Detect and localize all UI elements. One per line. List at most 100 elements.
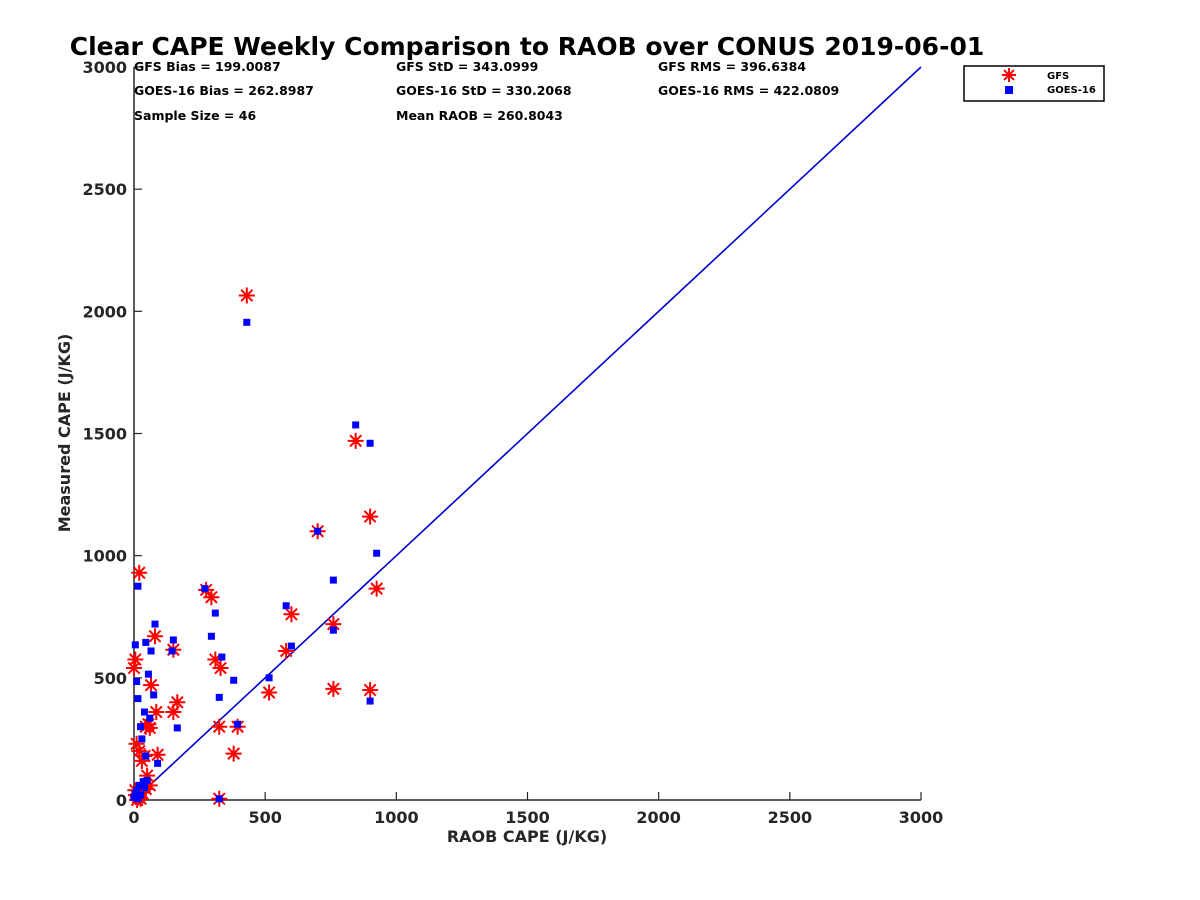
one-to-one-reference-line xyxy=(133,66,922,801)
gfs-point xyxy=(362,682,379,699)
legend: GFS GOES-16 xyxy=(963,65,1105,102)
goes16-point xyxy=(134,582,142,590)
gfs-point xyxy=(283,606,300,623)
gfs-point xyxy=(225,745,242,762)
goes16-point xyxy=(133,677,141,685)
gfs-point xyxy=(278,642,295,659)
stat-text: GFS Bias = 199.0087 xyxy=(134,59,281,74)
plot-area: 0 500 1000 1500 2000 2500 3000 0 500 1000 1500 2000… xyxy=(82,58,943,827)
x-tick-label: 500 xyxy=(248,808,281,827)
gfs-point xyxy=(127,651,144,668)
gfs-point xyxy=(207,651,224,668)
gfs-point xyxy=(143,677,160,694)
goes16-point xyxy=(173,724,181,732)
goes16-point xyxy=(234,720,242,728)
goes16-point xyxy=(138,735,146,743)
goes16-point xyxy=(142,638,150,646)
gfs-point xyxy=(146,628,163,645)
gfs-point xyxy=(139,767,156,784)
goes16-point xyxy=(134,795,142,803)
y-tick-label: 500 xyxy=(94,669,127,688)
goes16-point xyxy=(134,695,142,703)
goes16-point xyxy=(215,795,223,803)
x-tick-label: 2000 xyxy=(636,808,681,827)
goes16-point xyxy=(150,691,158,699)
gfs-point xyxy=(203,589,220,606)
x-tick-label: 2500 xyxy=(768,808,813,827)
goes16-point xyxy=(287,642,295,650)
legend-gfs-asterisk xyxy=(1002,68,1016,82)
stat-text: GFS StD = 343.0999 xyxy=(396,59,538,74)
stat-text: Sample Size = 46 xyxy=(134,108,256,123)
statistics-block: GFS Bias = 199.0087 GFS StD = 343.0999 GFS… xyxy=(134,59,839,123)
legend-goes16-marker xyxy=(1005,86,1013,94)
gfs-point xyxy=(362,508,379,525)
goes16-point xyxy=(143,776,151,784)
gfs-point xyxy=(325,616,342,633)
goes16-point xyxy=(140,784,148,792)
goes16-point xyxy=(207,632,215,640)
gfs-point xyxy=(131,564,148,581)
gfs-point xyxy=(165,704,182,721)
legend-box xyxy=(963,65,1105,102)
gfs-point xyxy=(347,432,364,449)
goes16-point xyxy=(218,653,226,661)
goes16-point xyxy=(154,759,162,767)
x-axis-label: RAOB CAPE (J/KG) xyxy=(447,827,607,846)
y-tick-label: 0 xyxy=(116,791,127,810)
stat-text: GOES-16 Bias = 262.8987 xyxy=(134,83,314,98)
gfs-point xyxy=(368,580,385,597)
goes16-point xyxy=(366,697,374,705)
y-tick-label: 1500 xyxy=(82,425,127,444)
x-tick-label: 1000 xyxy=(374,808,419,827)
goes16-point xyxy=(168,647,176,655)
goes16-point xyxy=(366,439,374,447)
goes16-point xyxy=(140,708,148,716)
gfs-point xyxy=(212,660,229,677)
gfs-point xyxy=(169,694,186,711)
gfs-point xyxy=(126,660,142,677)
goes16-point xyxy=(147,647,155,655)
gfs-point xyxy=(211,718,228,735)
gfs-point xyxy=(141,719,158,736)
gfs-point xyxy=(261,684,278,701)
goes16-point xyxy=(352,421,360,429)
goes16-point xyxy=(282,602,290,610)
x-tick-label: 3000 xyxy=(899,808,944,827)
gfs-point xyxy=(137,718,154,735)
stat-text: GOES-16 RMS = 422.0809 xyxy=(658,83,839,98)
y-axis-label: Measured CAPE (J/KG) xyxy=(55,334,74,533)
goes16-point xyxy=(131,790,139,798)
y-tick-label: 3000 xyxy=(82,58,127,77)
goes16-point xyxy=(373,549,381,557)
x-tick-label: 1500 xyxy=(505,808,550,827)
goes16-point xyxy=(211,609,219,617)
goes16-point xyxy=(243,318,251,326)
y-tick-label: 2500 xyxy=(82,180,127,199)
goes16-point xyxy=(130,794,138,802)
goes16-point xyxy=(139,778,147,786)
gfs-point xyxy=(128,735,145,752)
goes16-point xyxy=(314,527,322,535)
goes16-point xyxy=(230,676,238,684)
gfs-point xyxy=(133,752,150,769)
stat-text: GOES-16 StD = 330.2068 xyxy=(396,83,572,98)
stat-text: Mean RAOB = 260.8043 xyxy=(396,108,563,123)
gfs-point xyxy=(238,287,255,304)
stat-text: GFS RMS = 396.6384 xyxy=(658,59,806,74)
goes16-point xyxy=(135,781,143,789)
goes16-point xyxy=(329,626,337,634)
goes16-point xyxy=(215,693,223,701)
y-tick-label: 2000 xyxy=(82,302,127,321)
x-tick-label: 0 xyxy=(128,808,139,827)
y-tick-label: 1000 xyxy=(82,547,127,566)
goes16-point xyxy=(169,636,177,644)
goes16-point xyxy=(137,791,145,799)
goes16-point xyxy=(146,714,154,722)
legend-gfs-label: GFS xyxy=(1047,71,1069,82)
goes16-point xyxy=(131,641,139,649)
gfs-point xyxy=(149,746,166,763)
goes16-point xyxy=(144,670,152,678)
